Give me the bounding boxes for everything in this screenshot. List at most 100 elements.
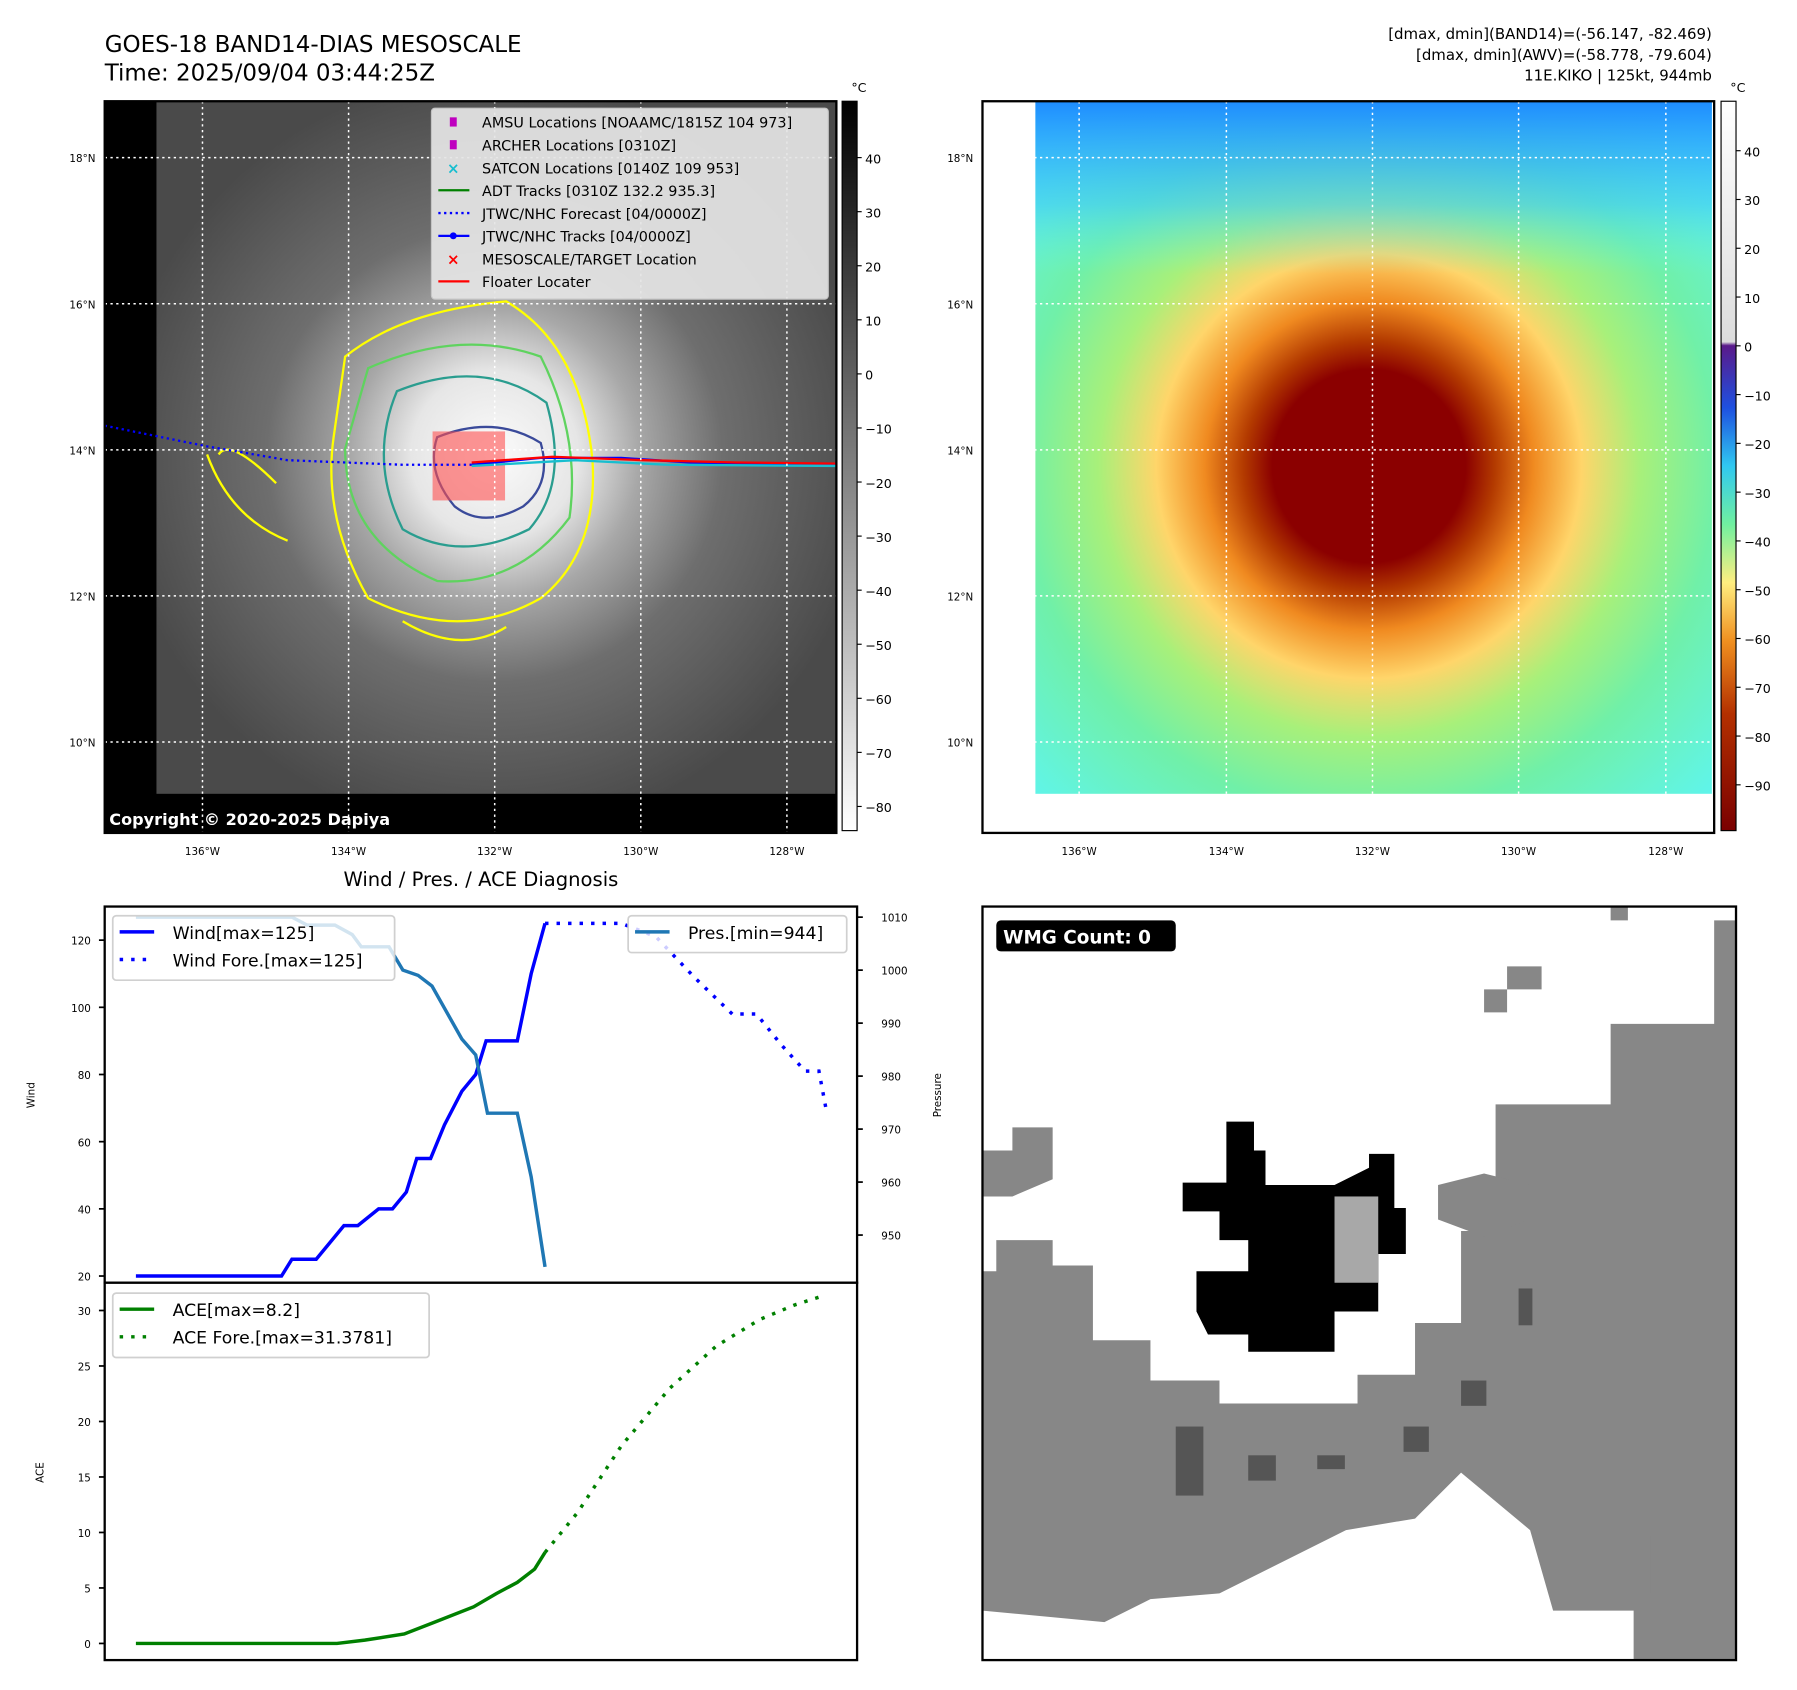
colorbar-tick-label: −60	[1744, 632, 1771, 647]
chart-legend	[627, 914, 848, 954]
y-tick-label: 25	[78, 1362, 91, 1374]
lat-label: 16°N	[947, 299, 973, 311]
legend-label: Floater Locater	[482, 275, 591, 291]
colorbar-tick-label: −50	[865, 638, 892, 653]
colorbar-tick-label: −40	[865, 584, 892, 599]
lon-label: 136°W	[1062, 846, 1097, 858]
colorbar-tick-label: 0	[1744, 340, 1752, 355]
lat-label: 14°N	[69, 445, 95, 457]
ir-colorbar-unit: °C	[851, 80, 866, 95]
legend-label: AMSU Locations [NOAAMC/1815Z 104 973]	[482, 116, 792, 132]
floater-box	[432, 431, 506, 501]
y2-tick-label: 1000	[881, 966, 907, 978]
adt-track	[471, 459, 837, 468]
square-marker-icon	[449, 117, 457, 127]
wmg-light-cells	[1334, 1196, 1379, 1283]
awv-map-panel: 18°N 16°N 14°N 12°N 10°N 136°W 134°W 132°W 130°W…	[947, 100, 1716, 858]
y-tick-label: 20	[78, 1417, 91, 1429]
colorbar-tick-label: −70	[865, 746, 892, 761]
chart-legend	[111, 1292, 430, 1359]
dot-icon	[449, 232, 457, 240]
info-band14: [dmax, dmin](BAND14)=(-56.147, -82.469)	[1388, 25, 1712, 43]
ir-map-panel: 18°N 16°N 14°N 12°N 10°N 136°W 134°W 132°W 130°W…	[69, 100, 838, 858]
legend-label: JTWC/NHC Forecast [04/0000Z]	[481, 207, 706, 223]
legend-label: Wind[max=125]	[173, 924, 315, 944]
y-tick-label: 80	[78, 1070, 91, 1082]
y2-tick-label: 960	[881, 1178, 901, 1190]
lat-label: 10°N	[947, 738, 973, 750]
figure-time: Time: 2025/09/04 03:44:25Z	[104, 61, 435, 87]
y2-tick-label: 990	[881, 1019, 901, 1031]
chart-legend	[111, 914, 396, 982]
awv-gridlines: 18°N 16°N 14°N 12°N 10°N 136°W 134°W 132°W 130°W…	[947, 101, 1715, 858]
floater-track	[471, 455, 837, 465]
y-tick-label: 60	[78, 1137, 91, 1149]
x-marker-icon: ×	[447, 159, 460, 177]
diagnosis-title: Wind / Pres. / ACE Diagnosis	[343, 868, 618, 891]
legend-label: MESOSCALE/TARGET Location	[482, 252, 697, 268]
lon-label: 130°W	[623, 846, 658, 858]
colorbar-tick-label: 40	[1744, 144, 1760, 159]
colorbar-tick-label: 40	[865, 151, 881, 166]
awv-colorbar-unit: °C	[1730, 80, 1745, 95]
colorbar-tick-label: −80	[865, 800, 892, 815]
wmg-panel: WMG Count: 0	[981, 905, 1738, 1662]
colorbar-tick-label: 0	[865, 368, 873, 383]
lat-label: 18°N	[947, 153, 973, 165]
forecast-track	[104, 424, 472, 466]
colorbar-tick-label: −20	[1744, 437, 1771, 452]
y-tick-label: 40	[78, 1204, 91, 1216]
y-tick-label: 5	[84, 1584, 91, 1596]
info-awv: [dmax, dmin](AWV)=(-58.778, -79.604)	[1416, 46, 1712, 64]
ace-chart: 0 5 10 15 20 25 30 ACE[max=8.2] ACE Fore.[max=31…	[78, 1281, 859, 1662]
lat-label: 10°N	[69, 738, 95, 750]
colorbar-tick-label: 30	[1744, 193, 1760, 208]
legend-label: ACE Fore.[max=31.3781]	[173, 1329, 392, 1349]
wmg-gray-cells	[982, 906, 1737, 1661]
colorbar-tick-label: −60	[865, 692, 892, 707]
colorbar-tick-label: 10	[865, 314, 881, 329]
y-tick-label: 30	[78, 1306, 91, 1318]
awv-colorbar: °C 40 30 20 10 0 −10 −20 −30 −40 −50 −60 −70 −80 −90	[1720, 80, 1771, 832]
legend-label: SATCON Locations [0140Z 109 953]	[482, 161, 739, 177]
colorbar-tick-label: −50	[1744, 583, 1771, 598]
y-tick-label: 20	[78, 1272, 91, 1284]
lon-label: 132°W	[477, 846, 512, 858]
figure-title: GOES-18 BAND14-DIAS MESOSCALE	[105, 32, 522, 58]
wmg-dark-cells	[1175, 1288, 1533, 1496]
lon-label: 134°W	[331, 846, 366, 858]
colorbar-tick-label: −30	[865, 530, 892, 545]
y2-tick-label: 1010	[881, 913, 907, 925]
wmg-count-badge	[996, 920, 1176, 952]
legend-label: JTWC/NHC Tracks [04/0000Z]	[481, 230, 691, 246]
copyright: Copyright © 2020-2025 Dapiya	[109, 810, 390, 829]
legend-label: ADT Tracks [0310Z 132.2 935.3]	[482, 184, 715, 200]
colorbar-tick-label: 30	[865, 205, 881, 220]
lat-label: 12°N	[947, 592, 973, 604]
wmg-black-region	[1182, 1121, 1406, 1352]
y-tick-label: 120	[71, 936, 91, 948]
lon-label: 128°W	[769, 846, 804, 858]
colorbar-tick-label: 20	[1744, 242, 1760, 257]
ace-axis-label: ACE	[35, 1462, 47, 1483]
colorbar-tick-label: −10	[865, 422, 892, 437]
x-marker-icon: ×	[447, 250, 460, 268]
map-legend: AMSU Locations [NOAAMC/1815Z 104 973] ARC…	[430, 107, 829, 300]
series-line-0	[135, 1551, 547, 1646]
legend-label: ACE[max=8.2]	[173, 1301, 300, 1321]
lon-label: 132°W	[1355, 846, 1390, 858]
colorbar-tick-label: −30	[1744, 486, 1771, 501]
y-tick-label: 15	[78, 1473, 91, 1485]
colorbar-tick-label: −70	[1744, 681, 1771, 696]
y-tick-label: 0	[84, 1639, 91, 1651]
ir-colorbar: °C 40 30 20 10 0 −10 −20 −30 −40 −50 −60 −70 −80	[841, 80, 892, 832]
legend-label: Pres.[min=944]	[688, 924, 823, 944]
legend-label: Wind Fore.[max=125]	[173, 951, 363, 971]
ir-gridlines: 18°N 16°N 14°N 12°N 10°N 136°W 134°W 132°W 130°W…	[69, 101, 837, 858]
lat-label: 16°N	[69, 299, 95, 311]
colorbar-tick-label: 20	[865, 260, 881, 275]
lat-label: 12°N	[69, 592, 95, 604]
y2-tick-label: 950	[881, 1231, 901, 1243]
